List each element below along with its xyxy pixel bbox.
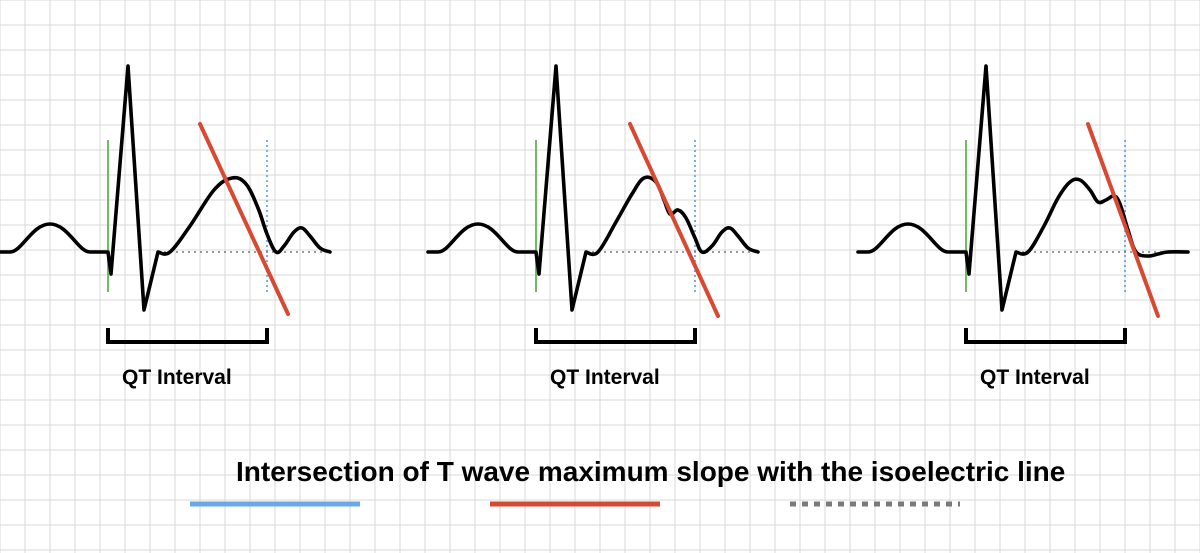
legend [0,0,1200,553]
figure-canvas: QT IntervalQT IntervalQT IntervalInterse… [0,0,1200,553]
